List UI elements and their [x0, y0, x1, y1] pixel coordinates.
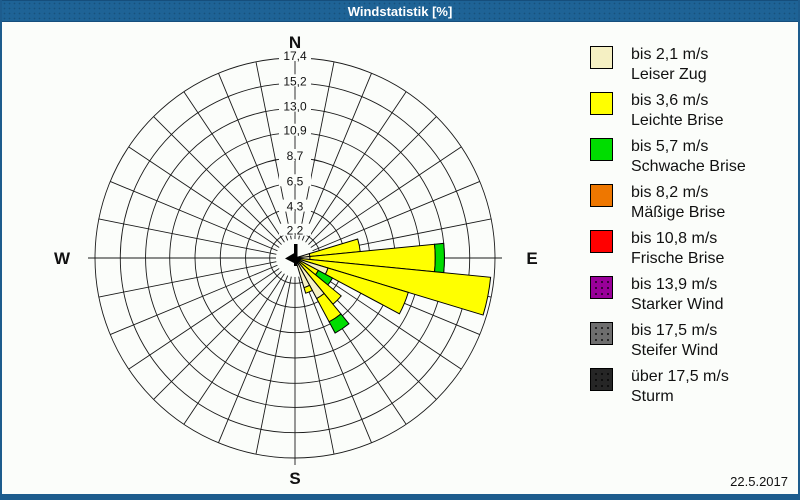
legend-item: bis 2,1 m/s Leiser Zug — [590, 45, 790, 91]
svg-text:8,7: 8,7 — [287, 149, 304, 163]
color-swatch — [590, 92, 613, 115]
svg-text:W: W — [54, 249, 71, 268]
svg-text:6,5: 6,5 — [287, 174, 304, 188]
legend-item: bis 3,6 m/s Leichte Brise — [590, 91, 790, 137]
legend-name-label: Leiser Zug — [631, 66, 707, 83]
legend-speed-label: bis 17,5 m/s — [631, 322, 718, 339]
svg-text:10,9: 10,9 — [283, 124, 307, 138]
legend-speed-label: über 17,5 m/s — [631, 368, 729, 385]
title-bar: Windstatistik [%] — [2, 0, 798, 22]
color-swatch — [590, 276, 613, 299]
legend-item: bis 10,8 m/s Frische Brise — [590, 229, 790, 275]
windrose-petal-segment — [303, 284, 314, 294]
ring-labels: 2,2 4,3 6,5 8,7 10,9 13,0 15,2 17,4 — [279, 49, 311, 238]
color-swatch — [590, 138, 613, 161]
legend-item: über 17,5 m/s Sturm — [590, 367, 790, 413]
windrose-svg: 2,2 4,3 6,5 8,7 10,9 13,0 15,2 17,4N S W E — [54, 33, 538, 488]
svg-text:17,4: 17,4 — [283, 49, 307, 63]
legend-speed-label: bis 8,2 m/s — [631, 184, 709, 201]
legend-name-label: Frische Brise — [631, 250, 725, 267]
compass-labels: N S W E — [54, 33, 538, 488]
legend-speed-label: bis 2,1 m/s — [631, 46, 709, 63]
svg-text:N: N — [289, 33, 301, 52]
legend-name-label: Sturm — [631, 388, 674, 405]
color-swatch — [590, 368, 613, 391]
legend-speed-label: bis 3,6 m/s — [631, 92, 709, 109]
page-title: Windstatistik [%] — [347, 4, 453, 19]
color-swatch — [590, 322, 613, 345]
petals — [294, 238, 492, 334]
legend-name-label: Schwache Brise — [631, 158, 746, 175]
legend-speed-label: bis 5,7 m/s — [631, 138, 709, 155]
svg-text:4,3: 4,3 — [287, 200, 304, 214]
chart-area: 2,2 4,3 6,5 8,7 10,9 13,0 15,2 17,4 N S W E bis 2,1… — [2, 22, 798, 493]
svg-text:13,0: 13,0 — [283, 100, 307, 114]
legend-item: bis 13,9 m/s Starker Wind — [590, 275, 790, 321]
legend-name-label: Steifer Wind — [631, 342, 719, 359]
svg-text:2,2: 2,2 — [287, 224, 304, 238]
color-swatch — [590, 230, 613, 253]
legend-speed-label: bis 13,9 m/s — [631, 276, 718, 293]
svg-text:S: S — [289, 469, 300, 488]
legend-item: bis 5,7 m/s Schwache Brise — [590, 137, 790, 183]
legend-name-label: Leichte Brise — [631, 112, 724, 129]
legend-item: bis 8,2 m/s Mäßige Brise — [590, 183, 790, 229]
color-swatch — [590, 46, 613, 69]
legend-speed-label: bis 10,8 m/s — [631, 230, 718, 247]
legend-name-label: Mäßige Brise — [631, 204, 726, 221]
svg-text:15,2: 15,2 — [283, 74, 307, 88]
center-marker — [285, 244, 298, 266]
windrose-petal-segment — [434, 242, 445, 274]
legend-item: bis 17,5 m/s Steifer Wind — [590, 321, 790, 367]
date-label: 22.5.2017 — [730, 474, 788, 489]
color-swatch — [590, 184, 613, 207]
windrose-petal-segment — [294, 257, 492, 316]
windrose-petal-segment — [324, 267, 409, 315]
legend: bis 2,1 m/s Leiser Zug bis 3,6 m/s Leich… — [590, 45, 790, 413]
svg-text:E: E — [526, 249, 537, 268]
legend-name-label: Starker Wind — [631, 296, 724, 313]
windrose-petal-segment — [328, 313, 350, 334]
